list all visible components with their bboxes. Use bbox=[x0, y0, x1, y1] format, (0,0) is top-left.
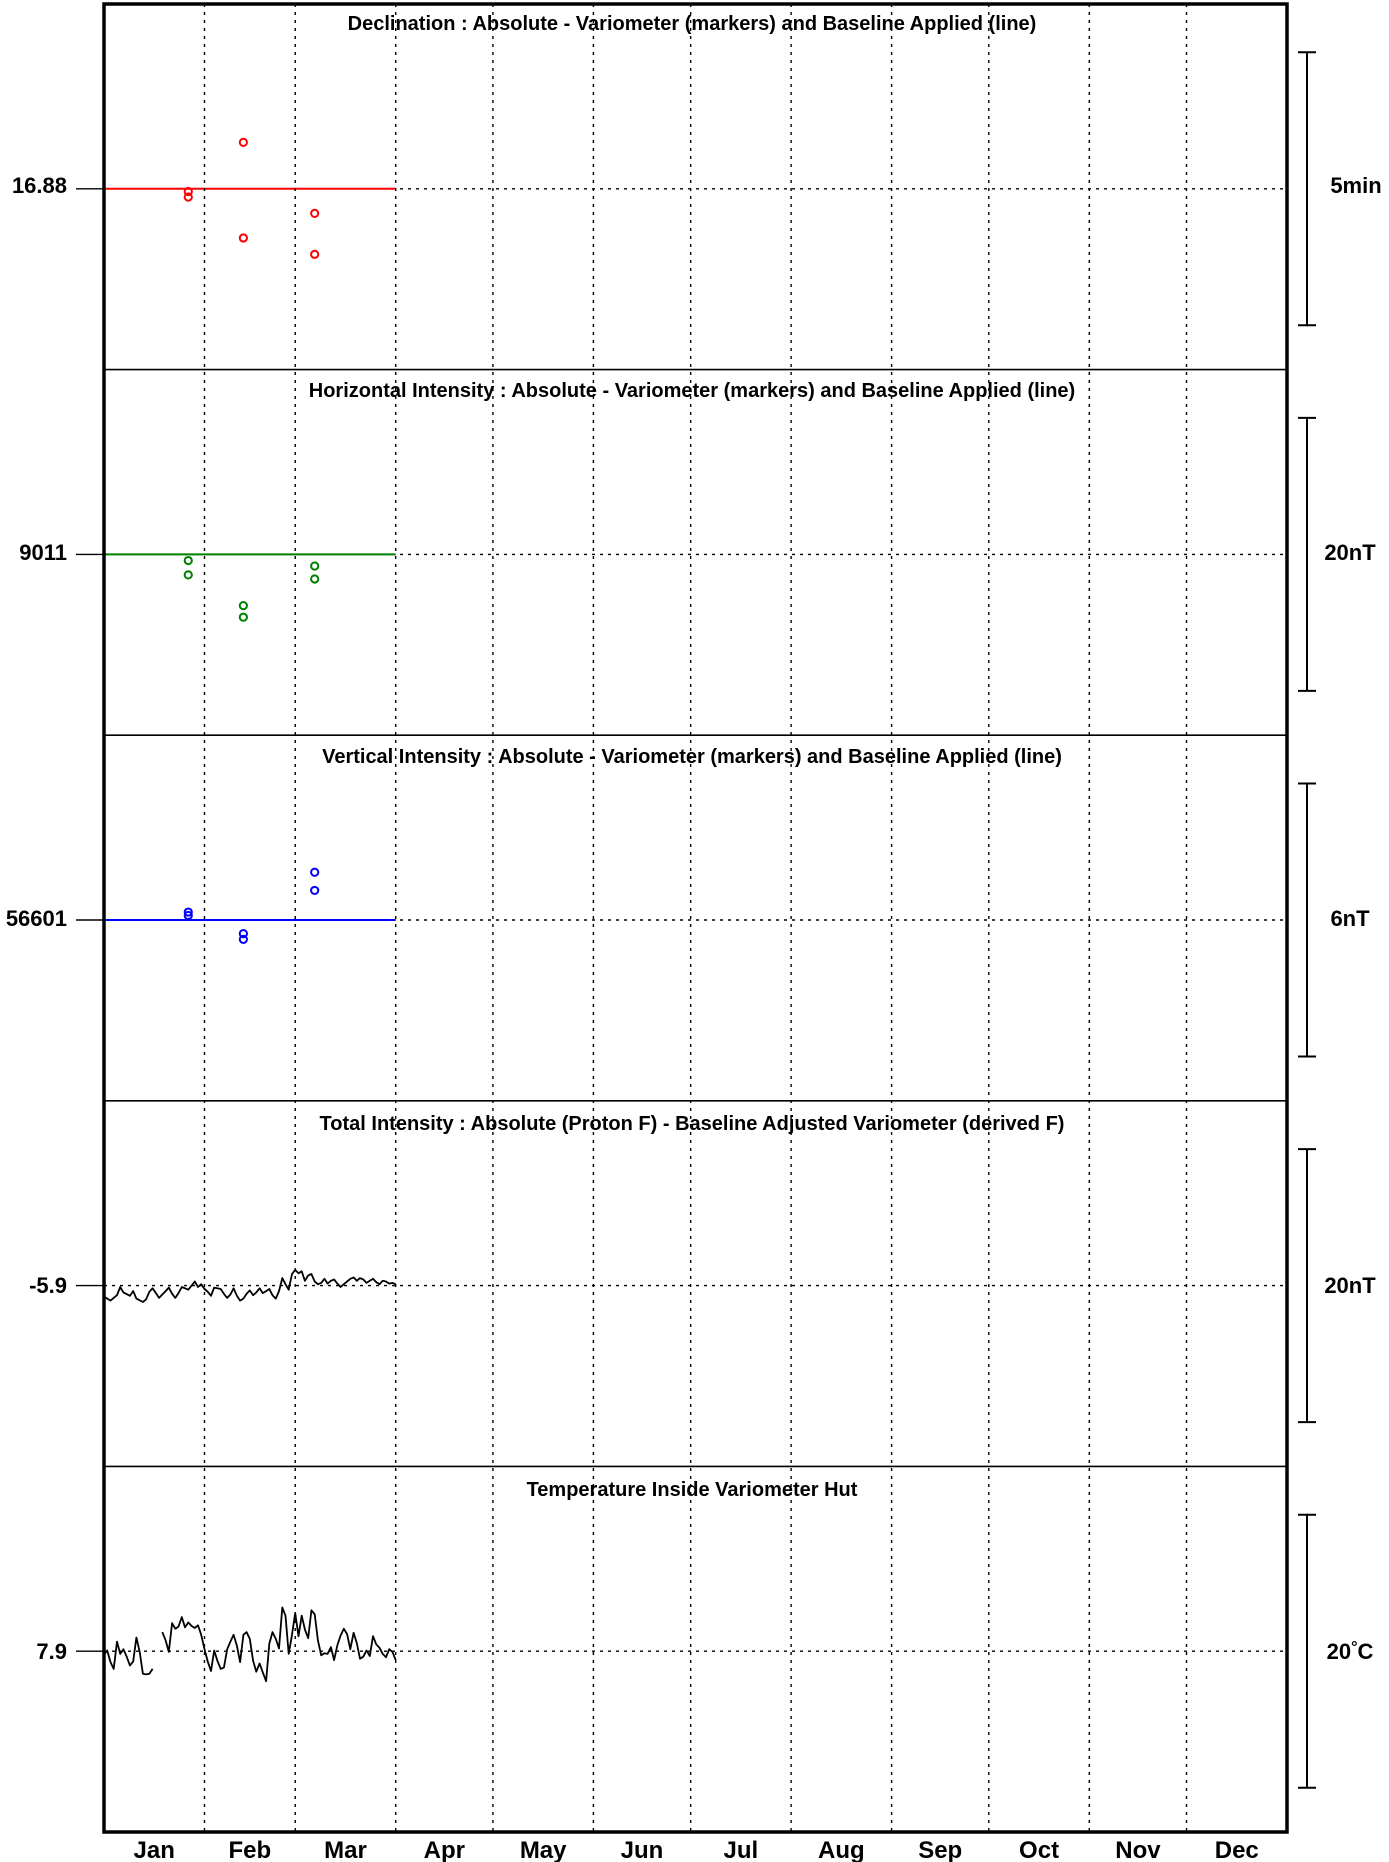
panel-title: Declination : Absolute - Variometer (mar… bbox=[348, 13, 1037, 35]
month-label: Aug bbox=[818, 1837, 865, 1862]
data-point bbox=[310, 249, 320, 259]
data-point bbox=[310, 208, 320, 218]
month-label: May bbox=[520, 1837, 567, 1862]
month-label: Jun bbox=[621, 1837, 664, 1862]
data-point bbox=[238, 137, 248, 147]
month-label: Nov bbox=[1115, 1837, 1161, 1862]
center-label: 7.9 bbox=[36, 1639, 67, 1664]
series-line bbox=[161, 1606, 397, 1683]
data-point bbox=[183, 910, 193, 921]
panel-temperature: Temperature Inside Variometer Hut 7.9 20… bbox=[36, 1465, 1374, 1789]
panel-title: Temperature Inside Variometer Hut bbox=[527, 1479, 858, 1501]
month-label: Jul bbox=[724, 1837, 759, 1862]
month-label: Dec bbox=[1215, 1837, 1259, 1862]
scale-label-unit: C bbox=[1358, 1639, 1374, 1664]
data-point bbox=[183, 186, 193, 197]
data-point bbox=[238, 600, 248, 611]
series-line bbox=[103, 1269, 397, 1303]
data-point bbox=[238, 233, 248, 243]
data-point bbox=[183, 570, 193, 580]
center-label: -5.9 bbox=[29, 1273, 67, 1298]
month-axis: Jan Feb Mar Apr May Jun Jul Aug Sep Oct Nov Dec bbox=[134, 1837, 1259, 1862]
scale-label: 5min bbox=[1330, 173, 1381, 198]
month-label: Apr bbox=[424, 1837, 465, 1862]
data-point bbox=[310, 885, 320, 896]
panel-title: Total Intensity : Absolute (Proton F) - … bbox=[320, 1113, 1065, 1135]
data-point bbox=[238, 612, 248, 622]
data-point bbox=[238, 929, 248, 939]
panel-horizontal-intensity: Horizontal Intensity : Absolute - Variom… bbox=[19, 368, 1376, 692]
month-label: Feb bbox=[229, 1837, 272, 1862]
panel-vertical-intensity: Vertical Intensity : Absolute - Variomet… bbox=[6, 734, 1370, 1058]
month-label: Oct bbox=[1019, 1837, 1059, 1862]
degree-symbol: ° bbox=[1351, 1639, 1357, 1656]
center-label: 16.88 bbox=[12, 173, 67, 198]
data-point bbox=[310, 561, 320, 571]
data-point bbox=[310, 574, 320, 584]
center-label: 56601 bbox=[6, 906, 67, 931]
data-point bbox=[183, 192, 193, 202]
series-line bbox=[103, 1636, 154, 1676]
center-label: 9011 bbox=[19, 540, 67, 565]
scale-label: 20nT bbox=[1324, 540, 1376, 565]
panel-title: Horizontal Intensity : Absolute - Variom… bbox=[309, 380, 1075, 402]
panel-title: Vertical Intensity : Absolute - Variomet… bbox=[322, 746, 1062, 768]
scale-label: 20°C bbox=[1327, 1639, 1374, 1664]
month-label: Sep bbox=[918, 1837, 962, 1862]
data-point bbox=[238, 934, 248, 944]
scale-label: 6nT bbox=[1330, 906, 1370, 931]
month-label: Jan bbox=[134, 1837, 175, 1862]
data-point bbox=[183, 555, 193, 566]
data-point bbox=[310, 867, 320, 877]
data-point bbox=[183, 907, 193, 917]
scale-label: 20nT bbox=[1324, 1273, 1376, 1298]
scale-label-value: 20 bbox=[1327, 1639, 1351, 1664]
month-label: Mar bbox=[324, 1837, 367, 1862]
plot-frame bbox=[102, 2, 1289, 1834]
